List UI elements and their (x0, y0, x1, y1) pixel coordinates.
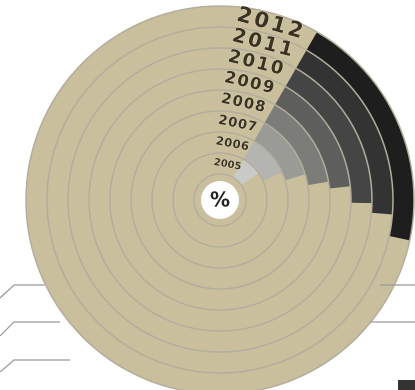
center-disc (201, 181, 239, 219)
corner-shape (398, 380, 415, 390)
leader-line (0, 321, 60, 337)
ring-wedge (243, 141, 283, 181)
center-label: % (210, 188, 230, 212)
ring-divider (88, 68, 352, 332)
ring-divider (46, 26, 394, 374)
leader-lines (0, 284, 70, 373)
ring-label: 2005 (213, 157, 242, 173)
ring-wedge (275, 86, 351, 189)
ring-divider (151, 131, 289, 269)
leader-line (0, 359, 70, 373)
ring-wedge (296, 50, 393, 215)
ring-wedge (306, 31, 415, 241)
ring-wedge (254, 122, 306, 181)
ring-divider (67, 47, 373, 353)
ring-divider (130, 110, 310, 290)
leader-line (0, 284, 60, 299)
ring-divider (25, 5, 415, 390)
ring-label: 2006 (215, 133, 251, 153)
ring-divider (193, 173, 247, 227)
leader-lines-right (370, 284, 415, 323)
ring-divider (172, 152, 268, 248)
ring-wedge (264, 104, 329, 186)
ring-divider (109, 89, 331, 311)
